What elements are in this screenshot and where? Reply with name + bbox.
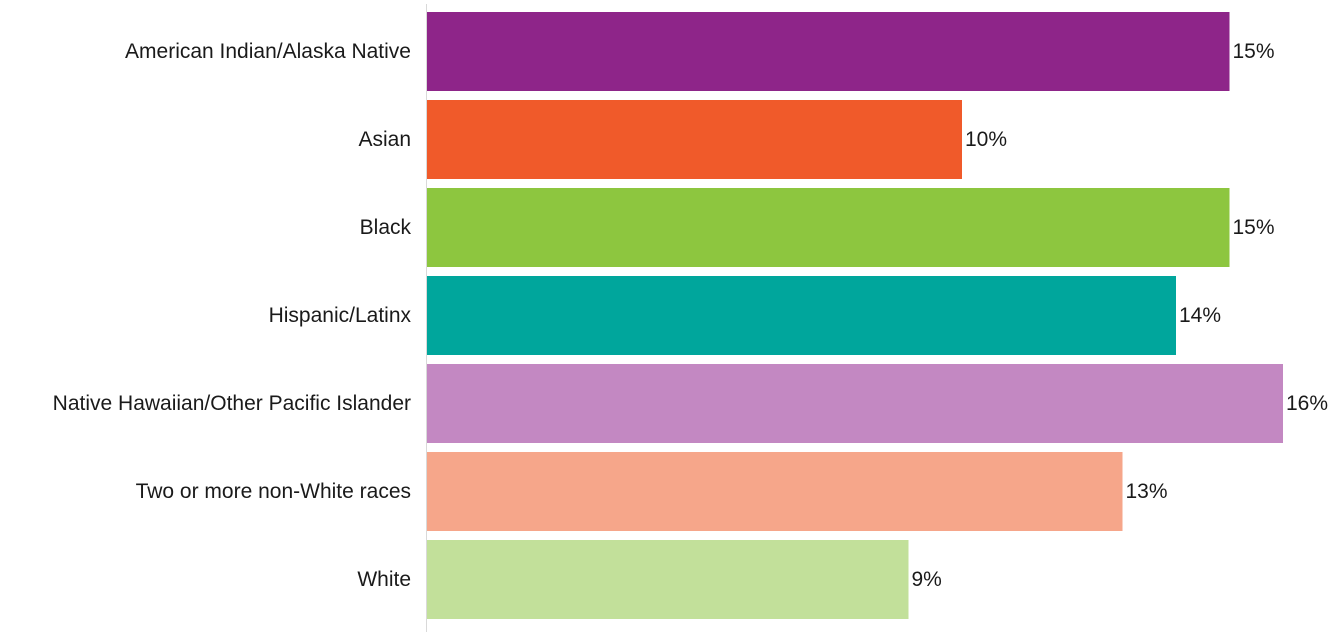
bar-3: [427, 276, 1176, 355]
value-labels-layer: 15% 10% 15% 14% 16% 13% 9%: [912, 40, 1329, 591]
category-labels-layer: American Indian/Alaska Native Asian Black H…: [53, 40, 412, 591]
value-label-1: 10%: [965, 128, 1007, 151]
category-label-6: White: [357, 568, 411, 591]
value-label-5: 13%: [1126, 480, 1168, 503]
category-label-3: Hispanic/Latinx: [269, 304, 412, 327]
category-label-4: Native Hawaiian/Other Pacific Islander: [53, 392, 411, 415]
bar-0: [427, 12, 1230, 91]
category-label-5: Two or more non-White races: [136, 480, 411, 503]
value-label-3: 14%: [1179, 304, 1221, 327]
category-label-1: Asian: [358, 128, 411, 151]
bar-1: [427, 100, 962, 179]
category-label-0: American Indian/Alaska Native: [125, 40, 411, 63]
value-label-4: 16%: [1286, 392, 1328, 415]
bars-layer: [427, 12, 1283, 619]
bar-4: [427, 364, 1283, 443]
value-label-6: 9%: [912, 568, 942, 591]
category-label-2: Black: [360, 216, 412, 239]
value-label-0: 15%: [1233, 40, 1275, 63]
value-label-2: 15%: [1233, 216, 1275, 239]
bar-5: [427, 452, 1123, 531]
bar-6: [427, 540, 909, 619]
bar-2: [427, 188, 1230, 267]
